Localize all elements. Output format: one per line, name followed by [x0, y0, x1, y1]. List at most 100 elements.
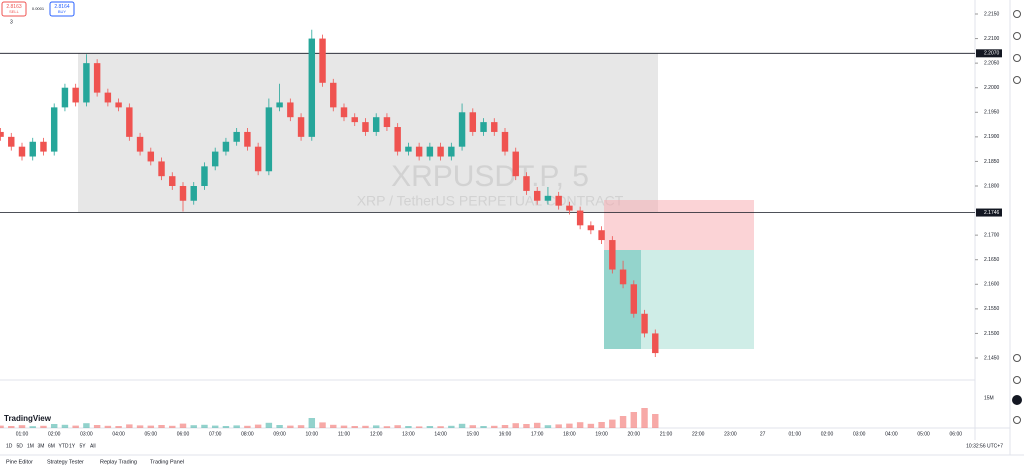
volume-bar — [491, 425, 498, 428]
candle-body — [480, 122, 487, 132]
bottom-tab[interactable]: Pine Editor — [6, 459, 33, 465]
stop-zone[interactable] — [604, 200, 754, 250]
range-button[interactable]: 6M — [48, 443, 55, 449]
time-label: 10:00 — [306, 431, 319, 437]
volume-bar — [115, 426, 122, 428]
time-label: 01:00 — [789, 431, 802, 437]
candle-body — [244, 131, 251, 147]
range-button[interactable]: 5D — [17, 443, 24, 449]
candle-body — [340, 107, 348, 118]
candle-body — [190, 186, 197, 201]
candle-body — [61, 87, 69, 108]
time-label: 27 — [760, 431, 766, 437]
candle-body — [448, 146, 455, 157]
target-zone[interactable] — [604, 250, 754, 349]
level-tag — [976, 208, 1002, 217]
range-button[interactable]: All — [90, 443, 96, 449]
candle-body — [233, 131, 240, 142]
volume-bar — [512, 423, 519, 428]
tool-icon[interactable] — [1012, 395, 1022, 405]
candle-body — [630, 284, 638, 314]
candle-body — [222, 141, 230, 152]
price-label: 2.1850 — [984, 159, 1000, 165]
indicator-count[interactable]: 3 — [10, 19, 13, 25]
range-button[interactable]: 1D — [6, 443, 13, 449]
tool-icon[interactable] — [1013, 354, 1021, 362]
tool-icon[interactable] — [1013, 376, 1021, 384]
range-button[interactable]: 1M — [27, 443, 34, 449]
sell-button[interactable] — [1, 1, 27, 17]
volume-bar — [544, 425, 552, 428]
tool-icon[interactable] — [1013, 416, 1021, 424]
volume-bar — [222, 426, 230, 428]
price-label: 2.1450 — [984, 355, 1000, 361]
volume-bar — [448, 425, 455, 428]
tool-icon[interactable] — [1013, 32, 1021, 40]
volume-bar — [158, 425, 165, 428]
tool-icon[interactable] — [1013, 76, 1021, 84]
range-button[interactable]: 1Y — [69, 443, 76, 449]
price-label: 2.1650 — [984, 257, 1000, 263]
bottom-tab[interactable]: Strategy Tester — [47, 459, 84, 465]
candle-body — [319, 38, 326, 83]
candle-body — [555, 195, 562, 206]
price-label: 2.1700 — [984, 232, 1000, 238]
tool-icon[interactable] — [1013, 54, 1021, 62]
bottom-tab[interactable]: Trading Panel — [150, 459, 184, 465]
volume-bar — [555, 424, 562, 428]
time-label: 17:00 — [531, 431, 544, 437]
volume-bar — [93, 425, 101, 428]
volume-bar — [480, 426, 487, 428]
volume-bar — [652, 414, 659, 428]
range-button[interactable]: 3M — [38, 443, 45, 449]
candle-body — [276, 102, 283, 108]
volume-bar — [104, 425, 112, 428]
candle-body — [458, 112, 466, 147]
volume-bar — [619, 416, 627, 428]
range-button[interactable]: 5Y — [80, 443, 87, 449]
level-tag — [976, 49, 1002, 58]
volume-bar — [437, 426, 444, 428]
candle-body — [619, 269, 627, 285]
time-label: 11:00 — [338, 431, 350, 437]
watermark-symbol: XRPUSDT.P, 5 — [391, 160, 589, 193]
bottom-tab[interactable]: Replay Trading — [100, 459, 137, 465]
candle-body — [29, 141, 36, 157]
volume-bar — [566, 423, 573, 428]
candle-body — [211, 151, 219, 167]
tool-icon[interactable] — [1013, 10, 1021, 18]
candle-body — [512, 151, 519, 177]
candle-body — [18, 146, 26, 157]
candle-body — [598, 230, 605, 241]
volume-bar — [383, 426, 391, 428]
candle-body — [308, 38, 316, 137]
volume-bar — [287, 425, 294, 428]
candle-body — [40, 141, 47, 152]
volume-bar — [254, 424, 262, 428]
volume-bar — [276, 425, 283, 428]
spread: 0.0001 — [32, 6, 45, 11]
volume-bar — [405, 426, 412, 428]
range-box[interactable] — [78, 53, 658, 212]
time-label: 02:00 — [821, 431, 834, 437]
candle-body — [104, 92, 112, 103]
volume-bar — [609, 419, 616, 428]
volume-bar — [201, 424, 208, 428]
level-label: 2.2070 — [984, 51, 1000, 57]
volume-bar — [169, 425, 176, 428]
volume-bar — [29, 426, 36, 428]
buy-button[interactable] — [49, 1, 75, 17]
volume-bar — [50, 424, 58, 428]
candle-body — [544, 195, 552, 201]
price-label: 2.2000 — [984, 85, 1000, 91]
range-button[interactable]: YTD — [59, 443, 69, 449]
volume-bar — [8, 426, 15, 428]
candle-body — [72, 87, 79, 103]
time-label: 05:00 — [145, 431, 158, 437]
candle-body — [609, 240, 616, 270]
candle-body — [372, 117, 380, 132]
time-label: 23:00 — [724, 431, 737, 437]
volume-bar — [426, 426, 434, 428]
time-label: 20:00 — [628, 431, 641, 437]
candle-body — [179, 186, 187, 201]
